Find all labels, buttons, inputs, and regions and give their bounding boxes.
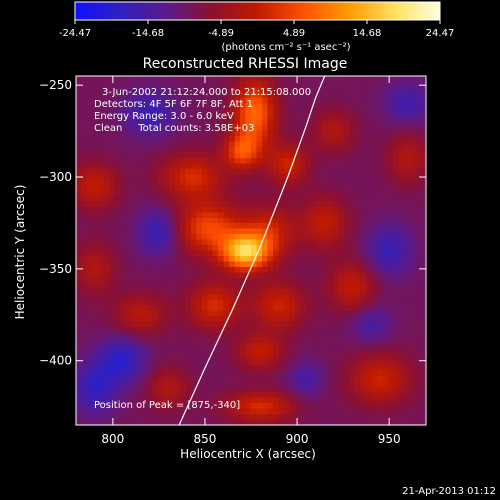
x-axis-label: Heliocentric X (arcsec) bbox=[180, 447, 316, 461]
info-annotations: 3-Jun-2002 21:12:24.000 to 21:15:08.000 … bbox=[94, 87, 311, 411]
x-tick-label: 800 bbox=[101, 432, 124, 446]
x-axis-ticks: 800 850 900 950 bbox=[101, 76, 401, 446]
solar-limb-curve bbox=[178, 75, 326, 426]
x-tick-label: 900 bbox=[286, 432, 309, 446]
y-axis-label: Heliocentric Y (arcsec) bbox=[13, 185, 27, 320]
plot-frame bbox=[75, 75, 427, 426]
colorbar-units-label: (photons cm⁻² s⁻¹ asec⁻²) bbox=[221, 42, 350, 53]
counts-annotation: Clean Total counts: 3.58E+03 bbox=[94, 123, 254, 134]
energy-range-annotation: Energy Range: 3.0 - 6.0 keV bbox=[94, 111, 234, 122]
y-axis-ticks: −250 −300 −350 −400 bbox=[39, 78, 426, 368]
colorbar-tick-label: -14.68 bbox=[132, 28, 164, 39]
heatmap-plot: 800 850 900 950 −250 −300 −350 −400 bbox=[39, 75, 427, 446]
y-tick-label: −400 bbox=[39, 354, 72, 368]
time-range-annotation: 3-Jun-2002 21:12:24.000 to 21:15:08.000 bbox=[102, 87, 311, 98]
x-tick-label: 950 bbox=[378, 432, 401, 446]
colorbar-tick-label: 4.89 bbox=[283, 28, 305, 39]
y-tick-label: −300 bbox=[39, 170, 72, 184]
plot-title: Reconstructed RHESSI Image bbox=[143, 56, 348, 72]
colorbar-ticks: -24.47 -14.68 -4.89 4.89 14.68 24.47 bbox=[59, 20, 454, 39]
footer-timestamp: 21-Apr-2013 01:12 bbox=[402, 486, 496, 497]
colorbar-tick-label: -24.47 bbox=[59, 28, 91, 39]
x-tick-label: 850 bbox=[193, 432, 216, 446]
colorbar-tick-label: 14.68 bbox=[353, 28, 382, 39]
y-tick-label: −250 bbox=[39, 78, 72, 92]
heatmap-image bbox=[76, 76, 426, 425]
y-tick-label: −350 bbox=[39, 262, 72, 276]
colorbar: -24.47 -14.68 -4.89 4.89 14.68 24.47 (photons… bbox=[59, 1, 454, 53]
detectors-annotation: Detectors: 4F 5F 6F 7F 8F, Att 1 bbox=[94, 99, 253, 110]
peak-position-annotation: Position of Peak = [875,-340] bbox=[94, 400, 240, 411]
colorbar-tick-label: -4.89 bbox=[208, 28, 234, 39]
colorbar-gradient bbox=[74, 1, 441, 21]
colorbar-tick-label: 24.47 bbox=[426, 28, 455, 39]
